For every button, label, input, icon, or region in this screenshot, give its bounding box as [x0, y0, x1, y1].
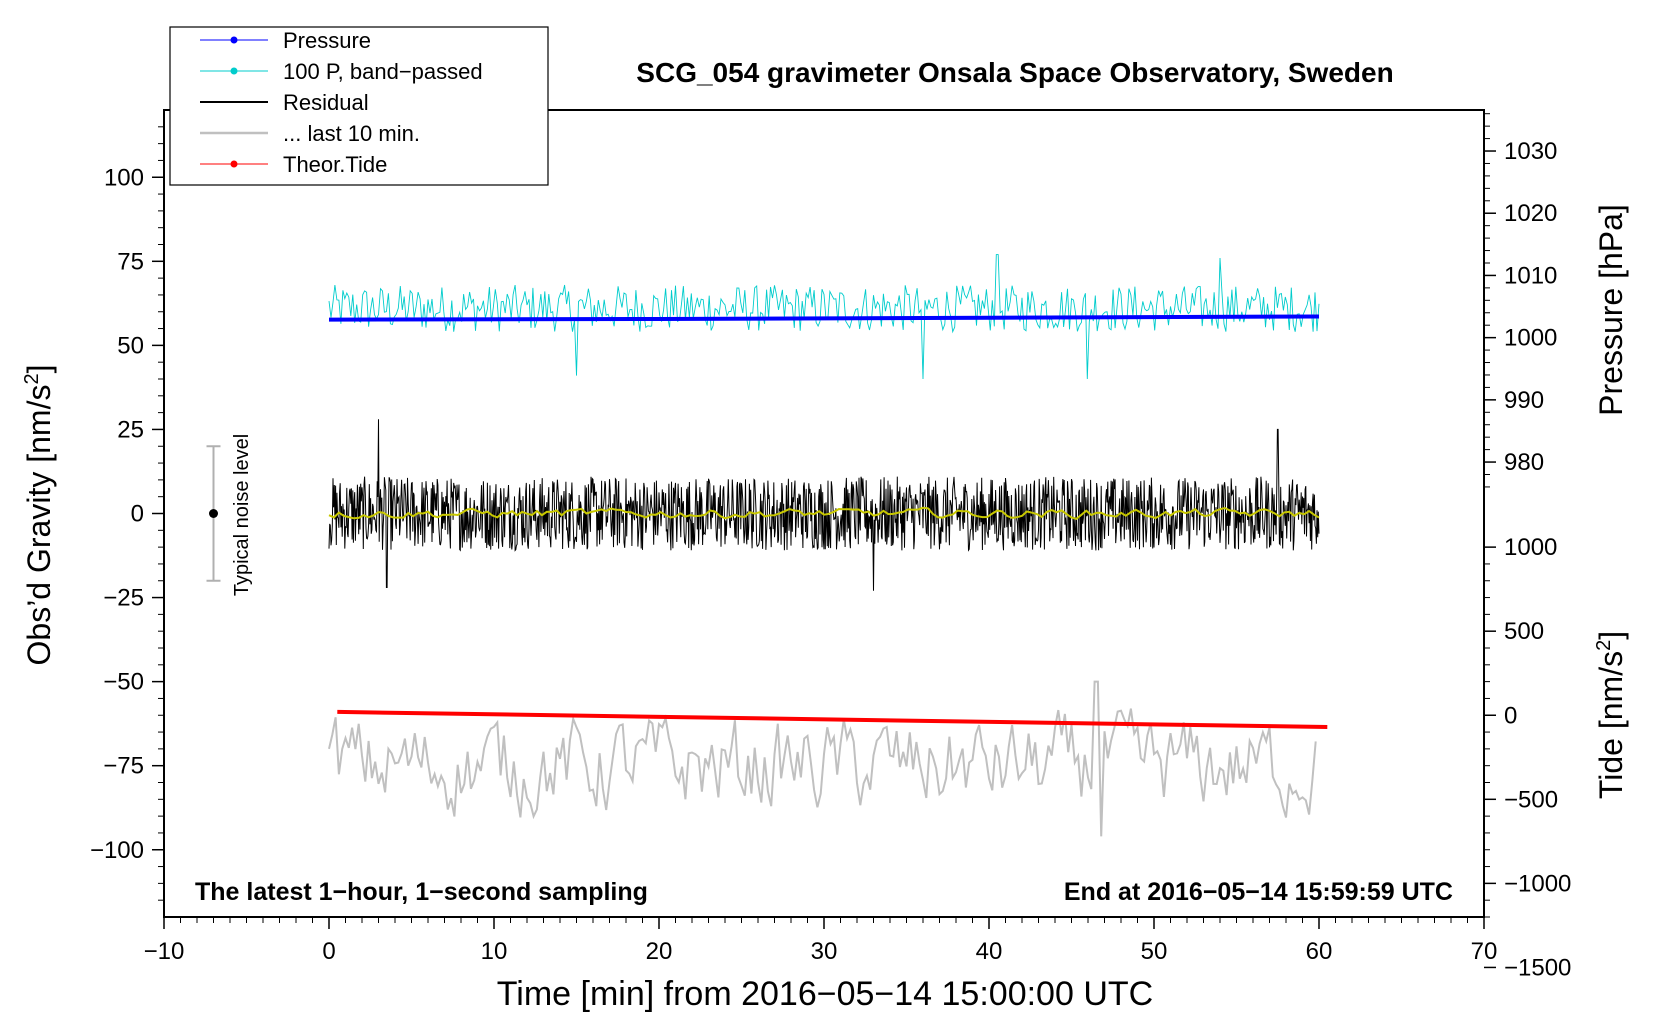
x-tick-label: 0 — [322, 938, 335, 965]
tide-tick-label: −500 — [1504, 786, 1558, 813]
x-tick-label: 70 — [1471, 938, 1498, 965]
legend-item-bandpassed: 100 P, band−passed — [200, 59, 483, 84]
noise-label: Typical noise level — [231, 434, 253, 596]
left-tick-label: −75 — [103, 753, 144, 780]
legend-label-tide: Theor.Tide — [283, 152, 387, 177]
pressure-tick-label: 1030 — [1504, 138, 1557, 165]
legend-label-residual: Residual — [283, 90, 369, 115]
legend-marker-tide — [230, 160, 238, 168]
tide-tick-label: −1000 — [1504, 870, 1571, 897]
left-tick-label: 75 — [117, 248, 144, 275]
axes-layer: −10 0 10 20 30 40 50 60 701007550250−25−50−75−10… — [90, 113, 1571, 981]
series-bandpassed-pressure — [328, 254, 1320, 380]
series-theoretical-tide — [337, 709, 1328, 729]
chart-title: SCG_054 gravimeter Onsala Space Observat… — [636, 57, 1393, 88]
x-tick-label: 40 — [976, 938, 1003, 965]
tide-tick-label: 0 — [1504, 702, 1517, 729]
series-last-10-min — [328, 680, 1317, 837]
pressure-tick-label: 1010 — [1504, 262, 1557, 289]
tide-tick-label: 500 — [1504, 618, 1544, 645]
y-axis-label-tide: Tide [nm/s2] — [1593, 631, 1629, 799]
series-layer — [328, 254, 1328, 837]
legend-item-tide: Theor.Tide — [200, 152, 387, 177]
legend-item-last10: ... last 10 min. — [200, 121, 420, 146]
left-tick-label: 50 — [117, 332, 144, 359]
y-axis-label-left: Obs’d Gravity [nm/s2] — [21, 365, 57, 666]
pressure-tick-label: 990 — [1504, 387, 1544, 414]
left-tick-label: −25 — [103, 585, 144, 612]
tide-tick-label: −1500 — [1504, 954, 1571, 981]
noise-indicator: Typical noise level — [206, 434, 253, 596]
legend-label-bandpassed: 100 P, band−passed — [283, 59, 483, 84]
tide-tick-label: 1000 — [1504, 534, 1557, 561]
y-axis-label-tide-sup: 2 — [1593, 640, 1615, 651]
pressure-tick-label: 1000 — [1504, 325, 1557, 352]
x-tick-label: 50 — [1141, 938, 1168, 965]
x-tick-label: −10 — [144, 938, 185, 965]
x-tick-label: 30 — [811, 938, 838, 965]
x-tick-label: 60 — [1306, 938, 1333, 965]
y-axis-label-pressure: Pressure [hPa] — [1593, 204, 1629, 416]
legend-item-pressure: Pressure — [200, 28, 371, 53]
legend-label-pressure: Pressure — [283, 28, 371, 53]
x-axis-label: Time [min] from 2016−05−14 15:00:00 UTC — [497, 975, 1153, 1013]
pressure-tick-label: 1020 — [1504, 200, 1557, 227]
legend-item-residual: Residual — [200, 90, 369, 115]
annotation-latest-hour: The latest 1−hour, 1−second sampling — [195, 878, 648, 906]
left-tick-label: 100 — [104, 164, 144, 191]
legend-box — [169, 26, 549, 186]
left-tick-label: −50 — [103, 669, 144, 696]
pressure-tick-label: 980 — [1504, 449, 1544, 476]
series-residual-smoothed — [328, 506, 1320, 521]
legend-marker-pressure — [230, 36, 238, 44]
left-tick-label: 25 — [117, 416, 144, 443]
noise-center-dot — [209, 509, 218, 518]
y-axis-label-left-sup: 2 — [21, 373, 43, 384]
left-tick-label: −100 — [90, 837, 144, 864]
legend-label-last10: ... last 10 min. — [283, 121, 420, 146]
x-tick-label: 20 — [646, 938, 673, 965]
annotation-end-time: End at 2016−05−14 15:59:59 UTC — [1064, 878, 1453, 906]
series-pressure — [328, 314, 1320, 322]
series-residual — [328, 419, 1320, 591]
legend: Pressure 100 P, band−passed Residual ...… — [169, 26, 549, 186]
x-tick-label: 10 — [481, 938, 508, 965]
left-tick-label: 0 — [131, 501, 144, 528]
legend-marker-bandpassed — [230, 67, 238, 75]
